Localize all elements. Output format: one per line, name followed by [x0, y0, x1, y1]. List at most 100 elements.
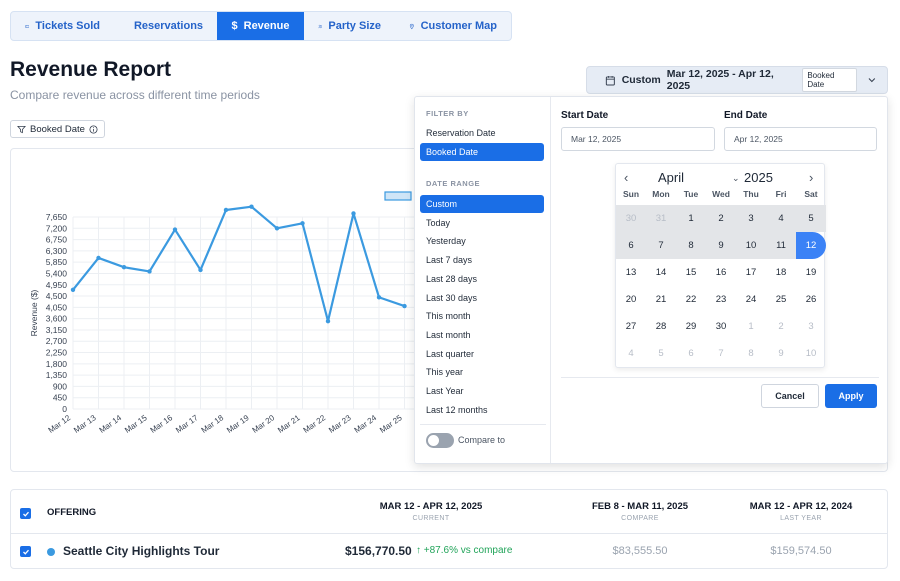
compare-toggle[interactable]: [426, 433, 454, 448]
info-icon: [89, 124, 98, 134]
year-select[interactable]: 2025: [744, 170, 773, 185]
tab-tickets-sold[interactable]: Tickets Sold: [11, 12, 114, 40]
calendar-day[interactable]: 14: [655, 267, 667, 278]
calendar-day[interactable]: 10: [736, 232, 766, 259]
filter-options-column: FILTER BY Reservation Date Booked Date DA…: [415, 97, 551, 463]
start-date-label: Start Date: [561, 110, 609, 121]
y-tick-label: 1,350: [46, 370, 68, 380]
data-point: [325, 318, 331, 324]
date-range-option[interactable]: Custom: [420, 195, 544, 213]
calendar-day[interactable]: 8: [748, 348, 754, 359]
date-range-option[interactable]: Last quarter: [426, 348, 475, 359]
date-range-button[interactable]: Custom Mar 12, 2025 - Apr 12, 2025 Booke…: [586, 66, 888, 94]
calendar-picker: ‹ April ⌄ 2025 › Sun Mon Tue Wed Thu Fri Sat 30…: [615, 163, 826, 368]
date-range-option[interactable]: Last month: [426, 329, 471, 340]
calendar-day[interactable]: 2: [706, 205, 736, 232]
tab-label: Revenue: [243, 20, 290, 32]
select-all-checkbox[interactable]: [20, 508, 31, 519]
tab-revenue[interactable]: $ Revenue: [217, 12, 304, 40]
calendar-day[interactable]: 9: [706, 232, 736, 259]
cancel-button[interactable]: Cancel: [761, 384, 819, 408]
calendar-day[interactable]: 30: [616, 205, 646, 232]
calendar-day[interactable]: 8: [676, 232, 706, 259]
date-range-option[interactable]: Last 28 days: [426, 273, 478, 284]
calendar-day[interactable]: 5: [658, 348, 664, 359]
ticket-icon: [25, 24, 30, 28]
tab-label: Customer Map: [420, 20, 497, 32]
calendar-day[interactable]: 27: [625, 321, 637, 332]
chevron-down-icon[interactable]: ⌄: [732, 173, 740, 183]
calendar-day[interactable]: 26: [805, 294, 817, 305]
calendar-day[interactable]: 4: [766, 205, 796, 232]
calendar-day[interactable]: 1: [676, 205, 706, 232]
x-tick-label: Mar 24: [353, 413, 379, 435]
current-period-header[interactable]: MAR 12 - APR 12, 2025 CURRENT: [351, 501, 511, 522]
calendar-day[interactable]: 17: [745, 267, 757, 278]
data-point: [121, 264, 127, 270]
filter-by-option[interactable]: Booked Date: [420, 143, 544, 161]
calendar-day[interactable]: 10: [805, 348, 817, 359]
calendar-day[interactable]: 11: [766, 232, 796, 259]
date-range-option[interactable]: Today: [426, 217, 451, 228]
legend-swatch: [384, 191, 412, 201]
calendar-day[interactable]: 22: [685, 294, 697, 305]
data-point: [300, 221, 305, 226]
calendar-day[interactable]: 13: [625, 267, 637, 278]
calendar-day[interactable]: 31: [646, 205, 676, 232]
calendar-day[interactable]: 12: [796, 232, 826, 259]
calendar-day[interactable]: 5: [796, 205, 826, 232]
offering-header: OFFERING: [47, 507, 97, 518]
prev-month-button[interactable]: ‹: [624, 170, 629, 185]
calendar-day[interactable]: 24: [745, 294, 757, 305]
date-range-option[interactable]: Last 7 days: [426, 255, 473, 266]
tab-customer-map[interactable]: Customer Map: [395, 12, 511, 40]
date-range-option[interactable]: This year: [426, 367, 464, 378]
calendar-day[interactable]: 21: [655, 294, 667, 305]
calendar-day[interactable]: 18: [775, 267, 787, 278]
weekday-label: Tue: [683, 189, 699, 199]
calendar-day[interactable]: 3: [736, 205, 766, 232]
calendar-day[interactable]: 16: [715, 267, 727, 278]
start-date-input[interactable]: Mar 12, 2025: [561, 127, 715, 151]
date-range-option[interactable]: Yesterday: [426, 236, 466, 247]
calendar-day[interactable]: 23: [715, 294, 727, 305]
calendar-day[interactable]: 7: [718, 348, 724, 359]
tab-reservations[interactable]: Reservations: [114, 12, 217, 40]
last-year-header[interactable]: MAR 12 - APR 12, 2024 LAST YEAR: [721, 501, 881, 522]
calendar-day[interactable]: 4: [628, 348, 634, 359]
calendar-day[interactable]: 20: [625, 294, 637, 305]
period-label: LAST YEAR: [780, 515, 822, 522]
compare-period-header[interactable]: FEB 8 - MAR 11, 2025 COMPARE: [560, 501, 720, 522]
calendar-day[interactable]: 9: [778, 348, 784, 359]
calendar-day[interactable]: 6: [616, 232, 646, 259]
calendar-day[interactable]: 15: [685, 267, 697, 278]
apply-button[interactable]: Apply: [825, 384, 877, 408]
calendar-day[interactable]: 28: [655, 321, 667, 332]
tab-party-size[interactable]: Party Size: [304, 12, 395, 40]
offering-name[interactable]: Seattle City Highlights Tour: [63, 544, 220, 558]
date-range-option[interactable]: Last Year: [426, 386, 464, 396]
date-range-option[interactable]: Last 30 days: [426, 292, 478, 303]
map-pin-icon: [409, 23, 414, 29]
date-range-option[interactable]: Last 12 months: [426, 404, 488, 415]
month-select[interactable]: April: [658, 170, 685, 185]
next-month-button[interactable]: ›: [809, 170, 814, 185]
chevron-down-icon: [868, 78, 876, 83]
calendar-day[interactable]: 30: [715, 321, 727, 332]
calendar-day[interactable]: 29: [685, 321, 697, 332]
calendar-day[interactable]: 1: [748, 321, 754, 332]
row-checkbox[interactable]: [20, 546, 31, 557]
calendar-day[interactable]: 25: [775, 294, 787, 305]
calendar-day[interactable]: 19: [805, 267, 817, 278]
calendar-icon: [605, 75, 615, 85]
end-date-input[interactable]: Apr 12, 2025: [724, 127, 877, 151]
calendar-day[interactable]: 7: [646, 232, 676, 259]
tab-label: Reservations: [133, 20, 204, 32]
date-range-option[interactable]: This month: [426, 311, 471, 322]
calendar-day[interactable]: 3: [808, 321, 814, 332]
series-color-dot: [47, 548, 55, 556]
calendar-day[interactable]: 2: [778, 321, 784, 332]
booked-date-filter-chip[interactable]: Booked Date: [10, 120, 105, 138]
calendar-day[interactable]: 6: [688, 348, 694, 359]
filter-by-option[interactable]: Reservation Date: [426, 128, 496, 138]
